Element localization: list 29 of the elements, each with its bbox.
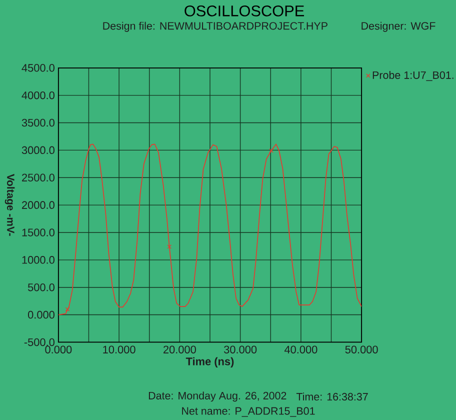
y-tick-label: 4500.0 xyxy=(22,64,54,72)
text: Date: Monday Aug. 26, 2002 xyxy=(148,391,286,402)
y-tick-label: 4000.0 xyxy=(22,91,54,99)
x-tick-label: 40.000 xyxy=(284,345,318,354)
y-tick-label: 1500.0 xyxy=(22,228,54,236)
y-tick-label: -500.0 xyxy=(24,338,54,346)
point xyxy=(167,244,172,249)
y-tick-label: 3500.0 xyxy=(22,118,54,126)
text: Net name: P_ADDR15_B01 xyxy=(182,406,315,417)
legend-label: Probe 1:U7_B01. xyxy=(372,70,454,81)
y-tick-label: 3000.0 xyxy=(22,146,54,154)
y-tick-label: 1000.0 xyxy=(22,256,54,264)
x-axis-title: Time (ns) xyxy=(186,357,234,368)
x-tick-label: 0.000 xyxy=(45,345,72,354)
chart-title: OSCILLOSCOPE xyxy=(184,5,304,16)
y-tick-label: 0.000 xyxy=(28,310,54,318)
x-tick-label: 20.000 xyxy=(164,345,196,354)
x-tick-label: 50.000 xyxy=(345,345,378,354)
x-tick-label: 30.000 xyxy=(224,345,257,354)
y-axis-title: Voltage -mV- xyxy=(4,174,15,236)
y-tick-label: 2000.0 xyxy=(22,200,54,209)
text: Time: 16:38:37 xyxy=(296,392,368,400)
point xyxy=(269,148,274,153)
point xyxy=(65,306,70,312)
text: Designer: WGF xyxy=(362,22,436,32)
chart-subtitle: Design file: NEWMULTIBOARDPROJECT.HYP xyxy=(103,22,328,32)
y-tick-label: 500.0 xyxy=(28,283,54,291)
x-tick-label: 10.000 xyxy=(103,345,136,354)
y-tick-label: 2500.0 xyxy=(22,174,54,182)
